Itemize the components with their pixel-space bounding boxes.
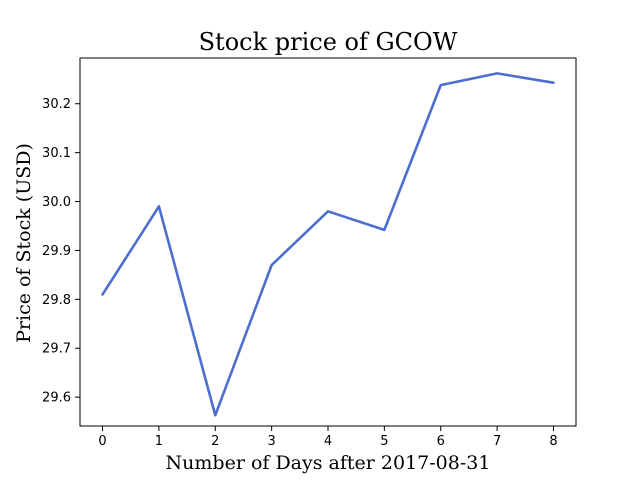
y-tick-label: 29.9 <box>42 244 71 259</box>
x-tick-label: 7 <box>493 434 501 449</box>
x-axis-label: Number of Days after 2017-08-31 <box>166 452 491 474</box>
y-axis-label: Price of Stock (USD) <box>13 143 35 343</box>
x-tick-label: 0 <box>98 434 106 449</box>
x-tick-label: 6 <box>437 434 445 449</box>
y-tick-label: 29.8 <box>42 293 71 308</box>
x-tick-label: 1 <box>155 434 163 449</box>
y-tick-label: 30.2 <box>42 97 71 112</box>
plot-frame <box>79 57 577 427</box>
y-tick-label: 30.0 <box>42 195 71 210</box>
y-axis-ticks: 29.6 29.7 29.8 29.9 30.0 30.1 30.2 <box>42 97 80 406</box>
x-tick-label: 2 <box>211 434 219 449</box>
y-tick-label: 29.6 <box>42 391 71 406</box>
y-tick-label: 29.7 <box>42 342 71 357</box>
x-tick-label: 4 <box>324 434 332 449</box>
x-tick-label: 3 <box>267 434 275 449</box>
x-tick-label: 5 <box>380 434 388 449</box>
chart-title: Stock price of GCOW <box>199 28 458 56</box>
x-tick-label: 8 <box>549 434 557 449</box>
y-tick-label: 30.1 <box>42 146 71 161</box>
series-group <box>101 72 555 417</box>
series-line <box>101 72 555 417</box>
x-axis-ticks: 0 1 2 3 4 5 6 7 8 <box>98 426 558 449</box>
